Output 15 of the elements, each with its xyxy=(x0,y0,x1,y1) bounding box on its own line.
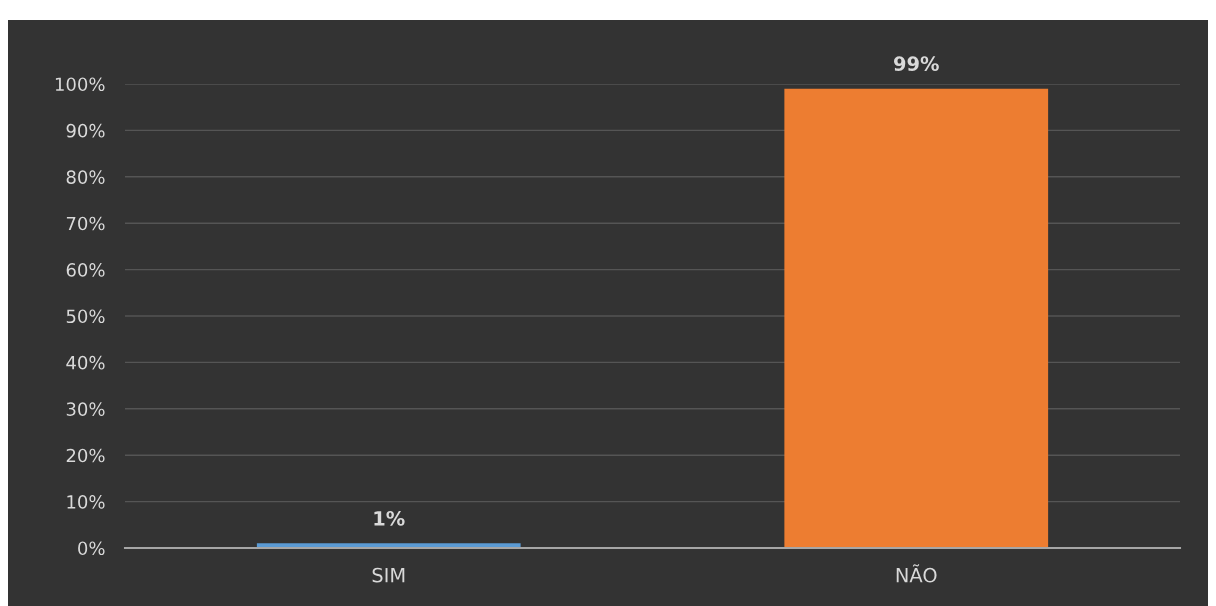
data-label: 1% xyxy=(374,511,405,526)
data-label: 99% xyxy=(893,56,939,71)
x-tick-label: NÃO xyxy=(896,564,937,583)
y-tick-label: 70% xyxy=(66,216,105,231)
y-tick-label: 60% xyxy=(66,263,105,277)
y-tick-label: 10% xyxy=(67,495,105,509)
y-tick-label: 50% xyxy=(66,309,105,324)
y-tick-label: 90% xyxy=(66,123,105,138)
y-tick-label: 80% xyxy=(66,170,105,184)
y-tick-label: 40% xyxy=(66,355,105,370)
y-tick-label: 0% xyxy=(78,541,105,556)
y-tick-label: 100% xyxy=(55,77,105,92)
x-tick-label: SIM xyxy=(372,567,405,583)
y-tick-label: 20% xyxy=(66,448,105,463)
y-tick-label: 30% xyxy=(66,402,105,416)
